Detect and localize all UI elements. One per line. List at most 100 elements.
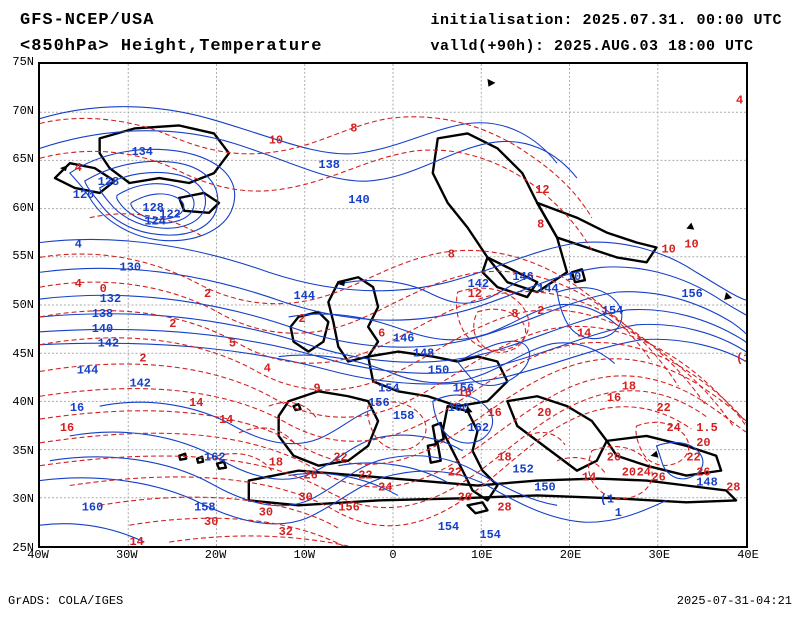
gridlines-horizontal <box>40 112 746 498</box>
svg-text:16: 16 <box>487 406 501 420</box>
y-tick-30N: 30N <box>12 492 34 506</box>
svg-text:144: 144 <box>294 289 315 303</box>
svg-text:22: 22 <box>686 451 700 465</box>
svg-text:150: 150 <box>428 363 449 377</box>
svg-text:24: 24 <box>666 421 680 435</box>
svg-text:146: 146 <box>393 332 414 346</box>
svg-text:16: 16 <box>607 391 621 405</box>
svg-text:4: 4 <box>736 94 743 108</box>
svg-text:138: 138 <box>318 158 339 172</box>
x-tick-30W: 30W <box>116 548 138 562</box>
svg-text:30: 30 <box>299 490 313 504</box>
svg-text:14: 14 <box>129 535 143 546</box>
svg-text:22: 22 <box>657 401 671 415</box>
y-tick-70N: 70N <box>12 104 34 118</box>
svg-text:144: 144 <box>77 363 98 377</box>
svg-text:20: 20 <box>537 406 551 420</box>
x-axis-labels: 40W 30W 20W 10W 0 10E 20E 30E 40E <box>38 548 748 568</box>
svg-text:14: 14 <box>582 471 596 485</box>
svg-text:22: 22 <box>448 466 462 480</box>
svg-text:128: 128 <box>142 201 163 215</box>
svg-text:158: 158 <box>393 409 414 423</box>
level-variable: <850hPa> Height,Temperature <box>20 34 322 60</box>
svg-text:154: 154 <box>602 304 623 318</box>
svg-text:142: 142 <box>129 376 150 390</box>
footer-timestamp: 2025-07-31-04:21 <box>677 594 792 608</box>
svg-text:10: 10 <box>567 270 581 284</box>
svg-text:154: 154 <box>378 381 399 395</box>
x-tick-20E: 20E <box>560 548 582 562</box>
svg-text:24: 24 <box>378 480 392 494</box>
svg-text:156: 156 <box>368 396 389 410</box>
x-tick-40W: 40W <box>27 548 49 562</box>
svg-text:26: 26 <box>696 466 710 480</box>
y-tick-75N: 75N <box>12 55 34 69</box>
svg-text:10: 10 <box>661 242 675 256</box>
svg-text:24: 24 <box>637 466 651 480</box>
svg-text:10: 10 <box>269 133 283 147</box>
svg-text:4: 4 <box>264 361 271 375</box>
svg-text:10: 10 <box>684 237 698 251</box>
svg-text:120: 120 <box>73 188 94 202</box>
svg-text:156: 156 <box>338 500 359 514</box>
svg-text:2: 2 <box>169 317 176 331</box>
svg-text:22: 22 <box>333 451 347 465</box>
map-panel[interactable]: 134 128 120 122 124 128 130 132 138 140 … <box>38 62 748 548</box>
svg-text:16: 16 <box>458 386 472 400</box>
header-right-block: initialisation: 2025.07.31. 00:00 UTC va… <box>430 8 782 60</box>
x-tick-10E: 10E <box>471 548 493 562</box>
svg-text:2: 2 <box>204 287 211 301</box>
y-tick-40N: 40N <box>12 395 34 409</box>
svg-text:4: 4 <box>75 237 82 251</box>
x-tick-0: 0 <box>389 548 396 562</box>
svg-text:20: 20 <box>696 436 710 450</box>
svg-text:134: 134 <box>131 145 152 159</box>
y-tick-55N: 55N <box>12 249 34 263</box>
svg-text:18: 18 <box>622 379 636 393</box>
svg-text:8: 8 <box>511 307 518 321</box>
svg-text:142: 142 <box>98 337 119 351</box>
svg-text:12: 12 <box>535 183 549 197</box>
y-tick-35N: 35N <box>12 444 34 458</box>
svg-text:20: 20 <box>458 490 472 504</box>
svg-text:26: 26 <box>304 469 318 483</box>
svg-text:16: 16 <box>70 401 84 415</box>
svg-text:14: 14 <box>577 327 591 341</box>
svg-text:(1: (1 <box>600 492 614 506</box>
svg-text:30: 30 <box>259 505 273 519</box>
svg-text:5: 5 <box>229 337 236 351</box>
y-tick-60N: 60N <box>12 201 34 215</box>
svg-text:148: 148 <box>413 347 434 361</box>
svg-text:162: 162 <box>204 451 225 465</box>
svg-text:144: 144 <box>537 282 558 296</box>
svg-text:8: 8 <box>350 121 357 135</box>
svg-text:150: 150 <box>534 480 555 494</box>
svg-text:2: 2 <box>299 312 306 326</box>
svg-text:18: 18 <box>497 451 511 465</box>
svg-text:28: 28 <box>726 480 740 494</box>
valid-label: valld(+90h): 2025.AUG.03 18:00 UTC <box>430 34 782 60</box>
svg-text:8: 8 <box>448 247 455 261</box>
y-tick-50N: 50N <box>12 298 34 312</box>
init-label: initialisation: 2025.07.31. 00:00 UTC <box>430 8 782 34</box>
svg-text:138: 138 <box>92 307 113 321</box>
svg-text:140: 140 <box>348 193 369 207</box>
svg-text:160: 160 <box>82 500 103 514</box>
svg-text:1.5: 1.5 <box>696 421 717 435</box>
header-left-block: GFS-NCEP/USA <850hPa> Height,Temperature <box>20 8 322 60</box>
svg-text:140: 140 <box>92 322 113 336</box>
y-axis-labels: 75N 70N 65N 60N 55N 50N 45N 40N 35N 30N … <box>0 62 38 548</box>
svg-text:4: 4 <box>75 161 82 175</box>
svg-text:162: 162 <box>468 421 489 435</box>
svg-text:2: 2 <box>139 352 146 366</box>
svg-text:146: 146 <box>512 270 533 284</box>
svg-text:26: 26 <box>652 471 666 485</box>
contour-map-svg: 134 128 120 122 124 128 130 132 138 140 … <box>40 64 746 546</box>
svg-text:20: 20 <box>607 451 621 465</box>
svg-text:12: 12 <box>468 287 482 301</box>
svg-text:20: 20 <box>622 466 636 480</box>
svg-text:8: 8 <box>537 218 544 232</box>
y-tick-65N: 65N <box>12 152 34 166</box>
header: GFS-NCEP/USA <850hPa> Height,Temperature… <box>0 6 800 62</box>
svg-text:4: 4 <box>75 277 82 291</box>
